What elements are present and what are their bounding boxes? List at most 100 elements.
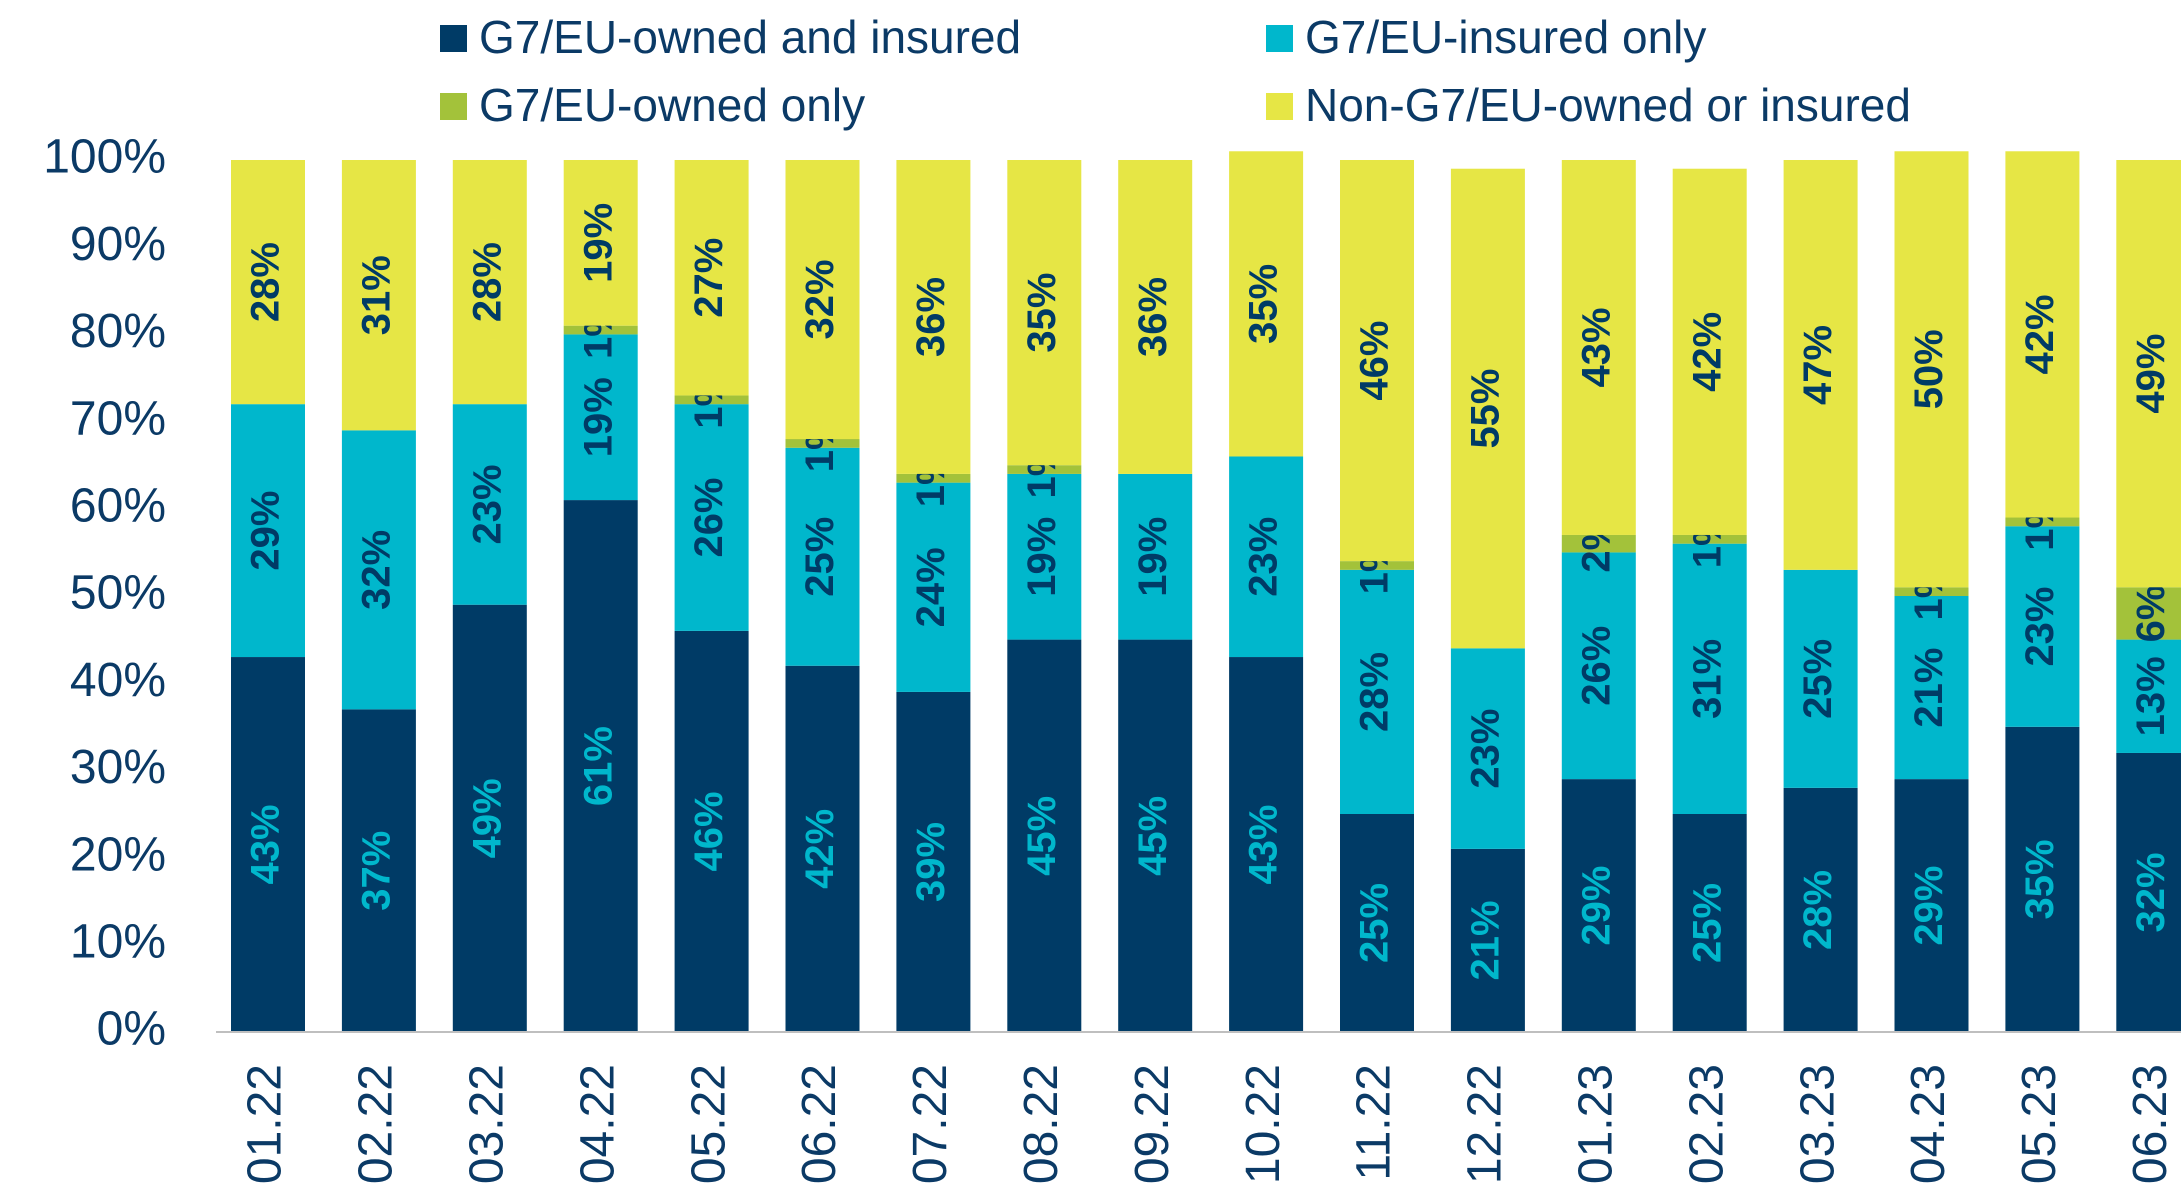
bar-segment xyxy=(1118,473,1193,640)
legend-swatch xyxy=(1266,25,1293,52)
data-label: 23% xyxy=(1242,517,1286,597)
x-tick-label: 02.23 xyxy=(1680,1064,1733,1184)
legend-label: Non-G7/EU-owned or insured xyxy=(1305,79,1911,131)
bar-segment xyxy=(1340,814,1414,1032)
bar-segment xyxy=(1450,848,1525,1032)
x-tick-label: 07.22 xyxy=(904,1064,957,1184)
bar-segment xyxy=(896,691,971,1032)
y-tick-label: 90% xyxy=(70,218,166,271)
data-label: 29% xyxy=(1574,866,1618,946)
data-label: 21% xyxy=(1463,900,1507,980)
x-tick-label: 09.22 xyxy=(1126,1064,1179,1184)
bar-segment xyxy=(1672,168,1747,535)
bar-segment xyxy=(896,160,971,474)
y-tick-label: 100% xyxy=(43,131,166,184)
bar-segment xyxy=(1007,160,1082,466)
bar-segment xyxy=(2005,517,2080,527)
data-label: 24% xyxy=(909,547,953,627)
bar-segment xyxy=(1672,543,1747,814)
data-label: 19% xyxy=(1131,517,1175,597)
legend-label: G7/EU-owned only xyxy=(479,79,865,131)
x-tick-label: 04.23 xyxy=(1902,1064,1955,1184)
bar-segment xyxy=(785,665,860,1032)
bar-segment xyxy=(1561,160,1636,535)
data-label: 46% xyxy=(1353,321,1397,401)
x-tick-label: 08.22 xyxy=(1015,1064,1068,1184)
bar-segment xyxy=(1561,779,1636,1032)
bar-segment xyxy=(1229,456,1304,658)
bar-segment xyxy=(563,325,638,335)
data-label: 45% xyxy=(1020,796,1064,876)
y-tick-label: 10% xyxy=(70,915,166,968)
bar-segment xyxy=(1450,168,1525,649)
data-label: 35% xyxy=(1242,264,1286,344)
data-label: 28% xyxy=(465,242,509,322)
y-tick-label: 30% xyxy=(70,741,166,794)
data-label: 31% xyxy=(1685,639,1729,719)
bar-segment xyxy=(452,404,527,605)
bar-segment xyxy=(896,473,971,483)
data-label: 25% xyxy=(1353,883,1397,963)
data-label: 6% xyxy=(2129,585,2173,643)
bar-segment xyxy=(1672,814,1747,1032)
x-tick-label: 03.22 xyxy=(460,1064,513,1184)
data-label: 29% xyxy=(1907,866,1951,946)
x-tick-label: 11.22 xyxy=(1348,1064,1401,1181)
bar-segment xyxy=(674,160,749,396)
bar-segment xyxy=(231,160,305,405)
bar-segment xyxy=(1783,787,1858,1032)
bar-segment xyxy=(1229,151,1304,457)
data-label: 35% xyxy=(2018,839,2062,919)
x-tick-label: 01.23 xyxy=(1569,1064,1622,1184)
bar-segment xyxy=(1894,596,1969,780)
bar-segment xyxy=(2116,587,2181,640)
bar-segment xyxy=(2005,151,2080,518)
data-label: 61% xyxy=(576,726,620,806)
bar-segment xyxy=(1561,534,1636,553)
data-label: 25% xyxy=(1796,639,1840,719)
bar-segment xyxy=(452,160,527,405)
x-tick-label: 05.22 xyxy=(682,1064,735,1184)
bar-segment xyxy=(2005,526,2080,727)
legend-swatch xyxy=(440,25,467,52)
bar-segment xyxy=(674,404,749,631)
bar-segment xyxy=(1894,587,1969,596)
x-tick-label: 05.23 xyxy=(2013,1064,2066,1184)
y-tick-label: 60% xyxy=(70,479,166,532)
bar-segment xyxy=(1783,569,1858,788)
bar-segment xyxy=(341,430,416,710)
data-label: 35% xyxy=(1020,273,1064,353)
bar-segment xyxy=(1340,160,1414,562)
data-label: 23% xyxy=(2018,586,2062,666)
data-label: 32% xyxy=(2129,852,2173,932)
bar-segment xyxy=(231,404,305,658)
bar-segment xyxy=(563,500,638,1033)
y-tick-label: 80% xyxy=(70,305,166,358)
data-label: 26% xyxy=(687,477,731,557)
x-tick-label: 01.22 xyxy=(239,1064,292,1184)
data-label: 32% xyxy=(354,530,398,610)
y-tick-label: 40% xyxy=(70,654,166,707)
bar-segment xyxy=(341,160,416,431)
data-label: 19% xyxy=(576,203,620,283)
bar-segment xyxy=(2116,160,2181,588)
data-label: 37% xyxy=(354,831,398,911)
data-label: 47% xyxy=(1796,325,1840,405)
data-label: 28% xyxy=(1796,870,1840,950)
bar-segment xyxy=(1672,534,1747,544)
bar-segment xyxy=(785,160,860,440)
bar-segment xyxy=(1340,561,1414,570)
bar-segment xyxy=(896,482,971,692)
bar-segment xyxy=(1340,569,1414,814)
bar-segment xyxy=(674,630,749,1032)
bar-segment xyxy=(452,604,527,1032)
data-label: 27% xyxy=(687,238,731,318)
data-label: 25% xyxy=(798,517,842,597)
y-tick-label: 20% xyxy=(70,828,166,881)
bar-segment xyxy=(674,395,749,405)
bar-segment xyxy=(1450,648,1525,849)
x-tick-label: 02.22 xyxy=(350,1064,403,1184)
legend-swatch xyxy=(440,93,467,120)
data-label: 19% xyxy=(1020,517,1064,597)
data-label: 36% xyxy=(909,277,953,357)
